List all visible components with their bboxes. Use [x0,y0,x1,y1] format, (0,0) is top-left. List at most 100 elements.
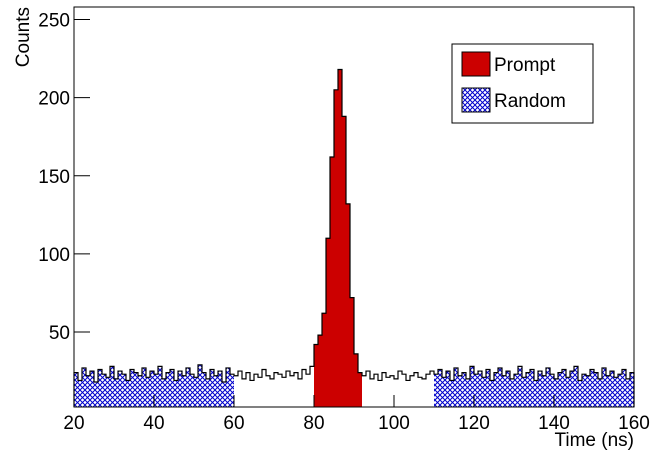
histogram-bin [522,377,526,407]
histogram-bin [170,369,174,407]
histogram-bin [134,372,138,407]
histogram-bin [174,380,178,407]
histogram-bin [350,297,354,407]
x-tick-label: 40 [143,413,164,434]
y-tick-label: 50 [49,323,70,344]
histogram-bin [146,377,150,407]
histogram-bin [342,116,346,407]
histogram-bin [314,344,318,407]
y-axis-title: Counts [13,7,34,67]
histogram-bin [326,238,330,407]
histogram-bin [502,375,506,407]
histogram-bin [566,377,570,407]
histogram-bin [390,376,394,407]
histogram-bin [602,367,606,407]
histogram-bin [630,372,634,407]
x-tick-label: 120 [458,413,490,434]
histogram-bin [198,364,202,407]
histogram-bin [422,379,426,407]
histogram-bin [614,377,618,407]
histogram-bin [386,377,390,407]
histogram-bin [338,69,342,407]
histogram-bin [626,378,630,407]
histogram-bin [214,375,218,407]
histogram-bin [494,372,498,407]
histogram-bin [306,374,310,407]
histogram-bin [334,89,338,407]
histogram-bin [418,377,422,407]
histogram-bin [406,380,410,407]
histogram-bin [486,369,490,407]
histogram-bin [142,367,146,407]
histogram-bin [538,371,542,407]
y-tick-label: 250 [38,11,70,32]
histogram-bin [482,377,486,407]
histogram-bin [106,377,110,407]
histogram-bin [434,374,438,407]
histogram-bin [610,371,614,407]
histogram-bin [86,375,90,407]
histogram-bin [430,371,434,407]
histogram-bin [542,375,546,407]
histogram-bin [166,372,170,407]
histogram-bin [474,374,478,407]
histogram-bin [570,371,574,407]
histogram-bin [82,367,86,407]
histogram-bin [562,369,566,407]
histogram-bin [114,378,118,407]
histogram-bin [554,378,558,407]
x-tick-label: 160 [618,413,650,434]
histogram-bin [458,375,462,407]
histogram-bin [162,378,166,407]
histogram-bin [590,369,594,407]
histogram-bin [442,377,446,407]
histogram-bin [190,374,194,407]
histogram-bin [594,372,598,407]
histogram-bin [138,375,142,407]
histogram-bin [558,372,562,407]
x-tick-label: 140 [538,413,570,434]
histogram-bin [126,380,130,407]
histogram-bin [550,374,554,407]
histogram-bin [74,372,78,407]
histogram-bin [546,367,550,407]
x-tick-label: 20 [63,413,84,434]
histogram-bin [110,366,114,407]
histogram-bin [218,371,222,407]
histogram-bin [94,382,98,407]
histogram-bin [526,372,530,407]
histogram-bin [598,378,602,407]
histogram-bin [194,377,198,407]
histogram-bin [318,335,322,407]
legend-label: Random [494,91,566,112]
histogram-bin [478,371,482,407]
histogram-bin [258,377,262,407]
histogram-bin [186,367,190,407]
histogram-bin [266,376,270,407]
histogram-bin [130,369,134,407]
histogram-bin [618,374,622,407]
histogram-bin [510,378,514,407]
histogram-bin [490,380,494,407]
histogram-bin [470,366,474,407]
histogram-bin [182,375,186,407]
histogram-bin [462,372,466,407]
histogram-bin [358,372,362,407]
histogram-bin [222,382,226,407]
histogram-outline [73,68,635,407]
histogram-bin [622,369,626,407]
y-tick-label: 200 [38,89,70,110]
histogram-bin [606,375,610,407]
histogram-bin [118,371,122,407]
histogram-bin [578,380,582,407]
histogram-bin [154,374,158,407]
histogram-bin [446,371,450,407]
histogram-bin [178,371,182,407]
histogram-bin [514,374,518,407]
histogram-bin [586,375,590,407]
histogram-bin [242,379,246,407]
histogram-bin [150,371,154,407]
histogram-bin [346,203,350,407]
